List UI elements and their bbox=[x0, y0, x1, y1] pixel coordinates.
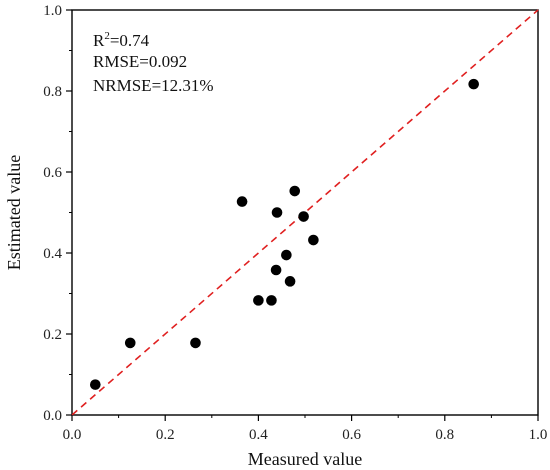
y-axis-ticks: 0.0 0.2 0.4 0.6 0.8 1.0 bbox=[43, 3, 72, 424]
data-points bbox=[90, 78, 479, 390]
r-squared-superscript: 2 bbox=[104, 30, 110, 42]
x-tick-label: 0.6 bbox=[342, 427, 361, 443]
one-to-one-reference-line bbox=[71, 9, 539, 416]
data-point bbox=[236, 196, 248, 207]
data-point bbox=[253, 295, 264, 306]
x-tick-label: 1.0 bbox=[529, 427, 548, 443]
data-point bbox=[271, 207, 283, 218]
y-tick-label: 0.2 bbox=[43, 327, 62, 343]
y-axis-title: Estimated value bbox=[4, 155, 24, 270]
data-point bbox=[266, 295, 277, 306]
y-tick-label: 0.6 bbox=[43, 165, 62, 181]
data-point bbox=[190, 337, 201, 349]
data-point bbox=[308, 234, 319, 246]
x-tick-label: 0.4 bbox=[249, 427, 268, 443]
data-point bbox=[468, 78, 479, 90]
y-tick-label: 0.4 bbox=[43, 246, 62, 262]
rmse-annotation: RMSE=0.092 bbox=[93, 52, 187, 71]
y-tick-label: 1.0 bbox=[43, 3, 62, 19]
nrmse-annotation: NRMSE=12.31% bbox=[93, 76, 214, 95]
r-squared-annotation: R2=0.74 bbox=[93, 30, 150, 50]
r-squared-value: =0.74 bbox=[110, 31, 150, 50]
data-point bbox=[281, 249, 292, 261]
data-point bbox=[270, 264, 282, 276]
data-point bbox=[298, 211, 309, 222]
x-tick-label: 0.8 bbox=[435, 427, 454, 443]
data-point bbox=[284, 276, 296, 287]
data-point bbox=[90, 379, 101, 390]
r-squared-letter: R bbox=[93, 31, 105, 50]
x-tick-label: 0.0 bbox=[63, 427, 82, 443]
x-tick-label: 0.2 bbox=[156, 427, 175, 443]
x-axis-title: Measured value bbox=[248, 449, 362, 469]
y-tick-label: 0.0 bbox=[43, 408, 62, 424]
data-point bbox=[289, 185, 301, 197]
data-point bbox=[124, 337, 136, 349]
x-axis-ticks: 0.0 0.2 0.4 0.6 0.8 1.0 bbox=[63, 415, 548, 443]
y-tick-label: 0.8 bbox=[43, 84, 62, 100]
